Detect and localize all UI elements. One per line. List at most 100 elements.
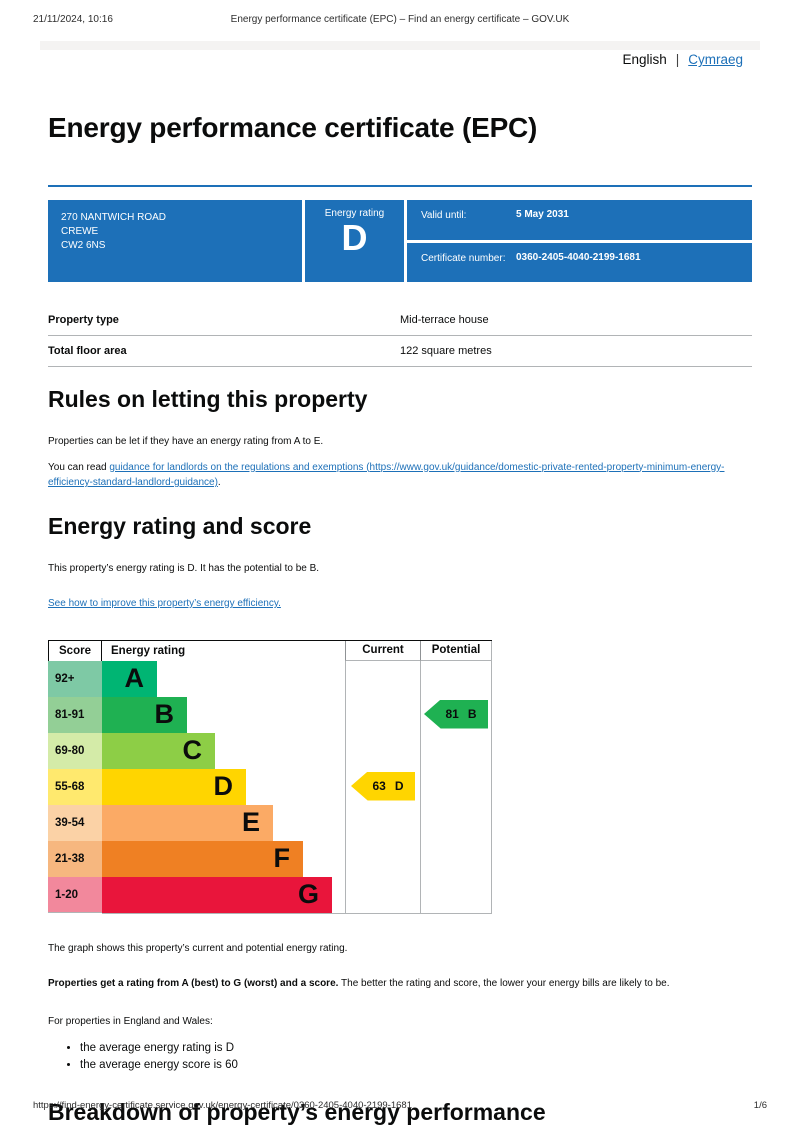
potential-column-cell: 81 B [420,696,492,733]
energy-rating-label: Energy rating [324,208,385,219]
table-row: Property type Mid-terrace house [48,305,752,336]
energy-rating-heading: Energy rating and score [48,512,312,539]
band-score-range-e: 39-54 [48,804,102,841]
potential-column-cell [420,660,492,697]
current-column-cell [345,840,420,877]
ratings-explanation-rest: The better the rating and score, the low… [338,978,670,989]
band-bar-cell-b: B [102,696,345,733]
england-wales-text: For properties in England and Wales: [48,1015,213,1027]
potential-column-cell [420,804,492,841]
band-bar-cell-c: C [102,732,345,769]
table-row: Total floor area 122 square metres [48,336,752,367]
chart-header-current: Current [345,640,420,661]
property-type-value: Mid-terrace house [400,314,489,326]
potential-column-cell [420,732,492,769]
graph-caption: The graph shows this property’s current … [48,942,348,954]
average-rating-list: the average energy rating is D the avera… [48,1041,752,1073]
current-column-cell [345,696,420,733]
band-bar-c: C [102,732,215,769]
page-title: Energy performance certificate (EPC) [48,112,538,143]
epc-rating-chart: Score Energy rating Current Potential 92… [48,639,492,914]
band-score-range-g: 1-20 [48,876,102,913]
rules-heading: Rules on letting this property [48,386,368,412]
band-score-range-c: 69-80 [48,732,102,769]
print-page-title: Energy performance certificate (EPC) – F… [230,14,570,25]
current-column-cell [345,804,420,841]
language-link-cymraeg[interactable]: Cymraeg [688,52,743,67]
current-rating-arrow-letter: D [394,779,404,793]
language-current: English [622,52,667,67]
valid-until-value: 5 May 2031 [516,209,569,220]
property-type-label: Property type [48,314,119,326]
chart-header-score: Score [48,640,102,661]
band-score-range-d: 55-68 [48,768,102,805]
band-bar-cell-d: D [102,768,345,805]
band-bar-e: E [102,804,273,841]
floor-area-value: 122 square metres [400,345,492,357]
chart-header-potential: Potential [420,640,492,661]
certificate-number-value: 0360-2405-4040-2199-1681 [516,251,641,263]
property-address: 270 NANTWICH ROAD CREWE CW2 6NS [48,200,302,282]
floor-area-label: Total floor area [48,345,127,357]
certificate-number-label: Certificate number: [421,252,506,264]
current-column-cell: 63 D [345,768,420,805]
current-column-cell [345,732,420,769]
chart-header-energy-rating: Energy rating [111,644,186,657]
breakdown-heading: Breakdown of property’s energy performan… [48,1099,546,1126]
band-bar-cell-f: F [102,840,345,877]
band-bar-d: D [102,768,246,805]
potential-rating-arrow-letter: B [467,707,477,721]
certificate-number-row: Certificate number: 0360-2405-4040-2199-… [407,242,752,282]
band-score-range-a: 92+ [48,660,102,697]
property-facts-table: Property type Mid-terrace house Total fl… [48,305,752,367]
print-footer: https://find-energy-certificate.service.… [33,1100,767,1111]
band-bar-a: A [102,660,157,697]
band-bar-cell-g: G [102,876,345,914]
improve-link-paragraph: See how to improve this property’s energ… [48,596,752,612]
print-datetime: 21/11/2024, 10:16 [33,14,113,25]
guidance-paragraph: You can read guidance for landlords on t… [48,460,752,491]
ratings-explanation: Properties get a rating from A (best) to… [48,976,752,992]
landlord-guidance-link[interactable]: guidance for landlords on the regulation… [48,461,725,489]
certificate-summary-box: 270 NANTWICH ROAD CREWE CW2 6NS Energy r… [48,200,752,282]
footer-url: https://find-energy-certificate.service.… [33,1100,412,1111]
rating-intro-text: This property’s energy rating is D. It h… [48,562,320,574]
certificate-details: Valid until: 5 May 2031 Certificate numb… [407,200,752,282]
band-score-range-f: 21-38 [48,840,102,877]
improve-efficiency-link[interactable]: See how to improve this property’s energ… [48,598,281,609]
header-divider-bar [40,41,760,50]
guidance-prefix: You can read [48,461,110,473]
ratings-explanation-bold: Properties get a rating from A (best) to… [48,978,339,989]
band-bar-cell-a: A [102,660,345,697]
energy-rating-cell: Energy rating D [305,200,404,282]
current-rating-arrow-score: 63 [372,779,386,793]
guidance-suffix: . [217,477,221,488]
band-bar-f: F [102,840,303,877]
potential-column-cell [420,840,492,877]
potential-rating-arrow: 81 B [424,699,488,729]
list-item: the average energy rating is D [80,1041,752,1057]
potential-column-cell [420,876,492,914]
current-column-cell [345,876,420,914]
address-line-3: CW2 6NS [61,240,106,251]
current-column-cell [345,660,420,697]
valid-until-label: Valid until: [421,210,467,221]
blue-rule [48,185,752,187]
footer-page-number: 1/6 [753,1100,767,1111]
potential-rating-arrow-score: 81 [445,707,459,721]
list-item: the average energy score is 60 [80,1058,752,1074]
valid-until-row: Valid until: 5 May 2031 [407,200,752,240]
current-rating-arrow: 63 D [351,771,415,801]
potential-column-cell [420,768,492,805]
band-bar-cell-e: E [102,804,345,841]
energy-rating-value: D [341,217,368,258]
rules-paragraph: Properties can be let if they have an en… [48,436,324,447]
language-separator: | [675,52,680,67]
address-line-1: 270 NANTWICH ROAD [61,212,167,223]
band-score-range-b: 81-91 [48,696,102,733]
band-bar-g: G [102,876,332,913]
address-line-2: CREWE [61,226,99,237]
main-content: Energy performance certificate (EPC) 270… [48,0,752,1126]
language-switcher: English | Cymraeg [622,52,743,67]
band-bar-b: B [102,696,187,733]
